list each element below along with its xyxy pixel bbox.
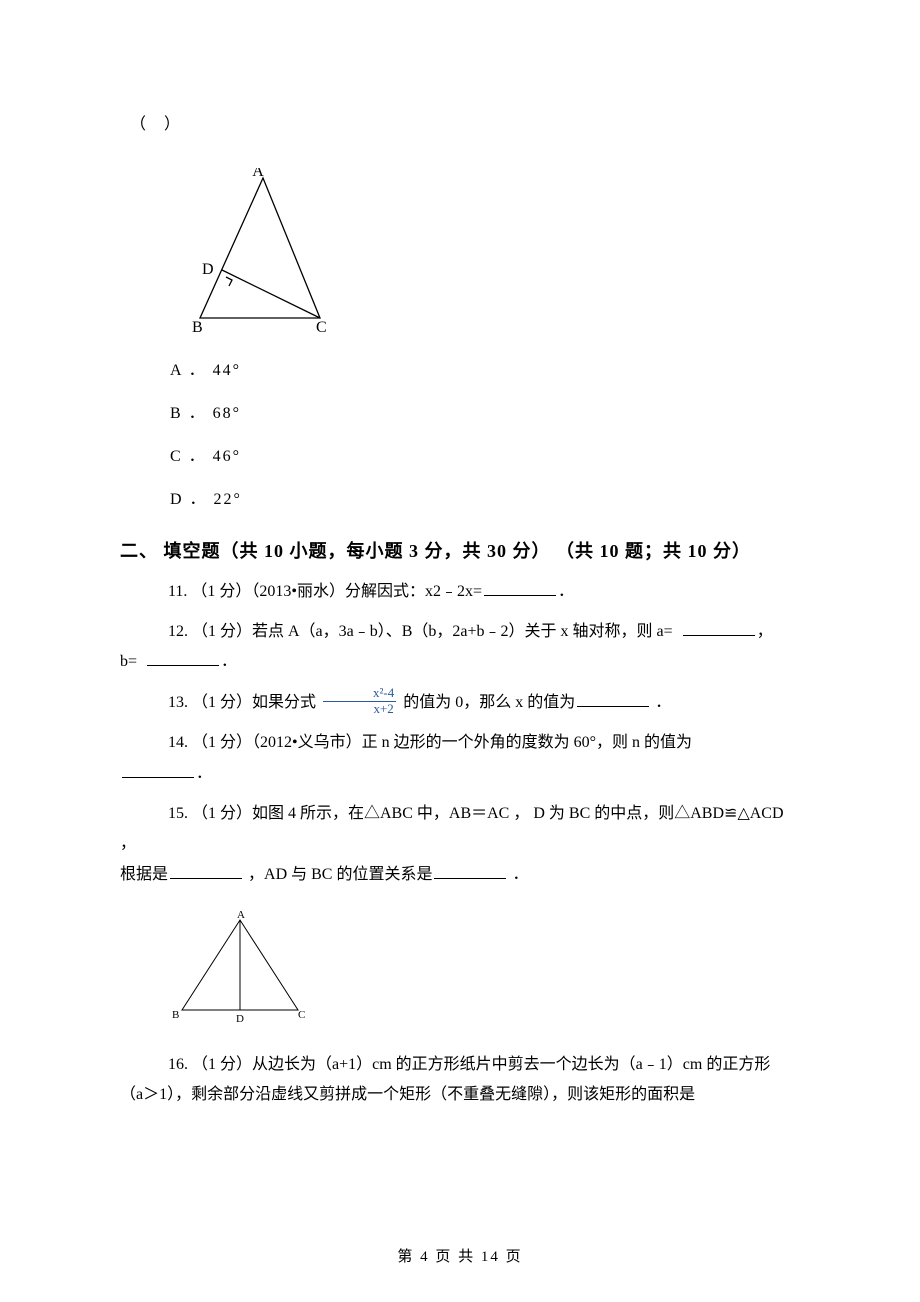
triangle-abc xyxy=(200,178,320,318)
spacer xyxy=(120,718,800,728)
q10-paren-open: （ xyxy=(130,116,146,133)
q10-triangle-svg: A B C D xyxy=(170,168,330,338)
q15-line2-mid: ，AD 与 BC 的位置关系是 xyxy=(244,866,432,883)
q15-line2-after: ． xyxy=(508,866,528,883)
q13-line: 13. （1 分）如果分式 x²-4 x+2 的值为 0，那么 x 的值为 ． xyxy=(120,688,800,718)
q15-line1: 15. （1 分）如图 4 所示，在△ABC 中，AB＝AC ， D 为 BC … xyxy=(120,799,800,860)
page-root: （ ） A B C D A ． 44° B ． 68° C ． 46° D ． … xyxy=(0,0,920,1302)
q12-part1: 12. （1 分）若点 A（a，3a﹣b）、B（b，2a+b﹣2）关于 x 轴对… xyxy=(168,623,677,640)
q15-label-d: D xyxy=(236,1013,244,1025)
q15-line2: 根据是 ，AD 与 BC 的位置关系是 ． xyxy=(120,860,800,890)
q13-mid: 的值为 0，那么 x 的值为 xyxy=(403,694,575,711)
q13-after: ． xyxy=(651,694,671,711)
q12-line2: b= ． xyxy=(120,647,800,677)
q15-triangle-svg: A B C D xyxy=(170,910,310,1025)
q14-line1: 14. （1 分）（2012•义乌市）正 n 边形的一个外角的度数为 60°，则… xyxy=(120,728,800,758)
label-d: D xyxy=(202,261,214,278)
q12-part2: ， xyxy=(757,623,773,640)
q13-fraction: x²-4 x+2 xyxy=(323,686,396,716)
q16-line2: （a＞1），剩余部分沿虚线又剪拼成一个矩形（不重叠无缝隙），则该矩形的面积是 xyxy=(120,1080,800,1110)
q11-text-before: 11. （1 分）（2013•丽水）分解因式：x2﹣2x= xyxy=(168,583,482,600)
q10-option-d: D ． 22° xyxy=(170,486,800,515)
q10-option-c: C ． 46° xyxy=(170,443,800,472)
q11-blank xyxy=(484,579,556,596)
section2-title: 二、 填空题（共 10 小题，每小题 3 分，共 30 分） （共 10 题；共… xyxy=(120,537,800,563)
q12-line2-suffix: ． xyxy=(221,653,237,670)
label-b: B xyxy=(192,319,203,336)
q13-frac-num: x²-4 xyxy=(323,686,396,701)
q14-line2-suffix: ． xyxy=(196,765,212,782)
page-footer: 第 4 页 共 14 页 xyxy=(0,1245,920,1266)
q15-blank-1 xyxy=(170,862,242,879)
q16-line1: 16. （1 分）从边长为（a+1）cm 的正方形纸片中剪去一个边长为（a﹣1）… xyxy=(120,1050,800,1080)
q13-blank xyxy=(577,690,649,707)
q15-blank-2 xyxy=(434,862,506,879)
q12-line2-prefix: b= xyxy=(120,653,141,670)
spacer xyxy=(120,890,800,900)
spacer xyxy=(120,789,800,799)
q13-before: 13. （1 分）如果分式 xyxy=(168,694,316,711)
q10-paren-space xyxy=(146,116,164,133)
q10-figure: A B C D xyxy=(170,168,800,343)
spacer xyxy=(120,607,800,617)
q12-line1: 12. （1 分）若点 A（a，3a﹣b）、B（b，2a+b﹣2）关于 x 轴对… xyxy=(120,617,800,647)
q15-label-a: A xyxy=(237,910,245,921)
spacer xyxy=(120,140,800,158)
q11-line: 11. （1 分）（2013•丽水）分解因式：x2﹣2x= ． xyxy=(120,577,800,607)
line-dc xyxy=(222,270,320,318)
q14-line2: ． xyxy=(120,759,800,789)
q15-figure: A B C D xyxy=(170,910,800,1030)
right-angle-mark xyxy=(226,277,232,286)
q12-blank-a xyxy=(683,619,755,636)
q10-option-a: A ． 44° xyxy=(170,357,800,386)
spacer xyxy=(120,1040,800,1050)
q13-frac-den: x+2 xyxy=(323,702,396,716)
q10-option-b: B ． 68° xyxy=(170,400,800,429)
q10-paren-close: ） xyxy=(164,116,180,133)
spacer xyxy=(120,678,800,688)
q14-blank xyxy=(122,761,194,778)
label-a: A xyxy=(252,168,264,180)
q15-label-b: B xyxy=(172,1009,179,1021)
label-c: C xyxy=(316,319,327,336)
q10-paren-line: （ ） xyxy=(130,110,800,140)
q12-blank-b xyxy=(147,649,219,666)
q11-text-after: ． xyxy=(558,583,574,600)
q15-line2-before: 根据是 xyxy=(120,866,168,883)
q15-label-c: C xyxy=(298,1009,305,1021)
